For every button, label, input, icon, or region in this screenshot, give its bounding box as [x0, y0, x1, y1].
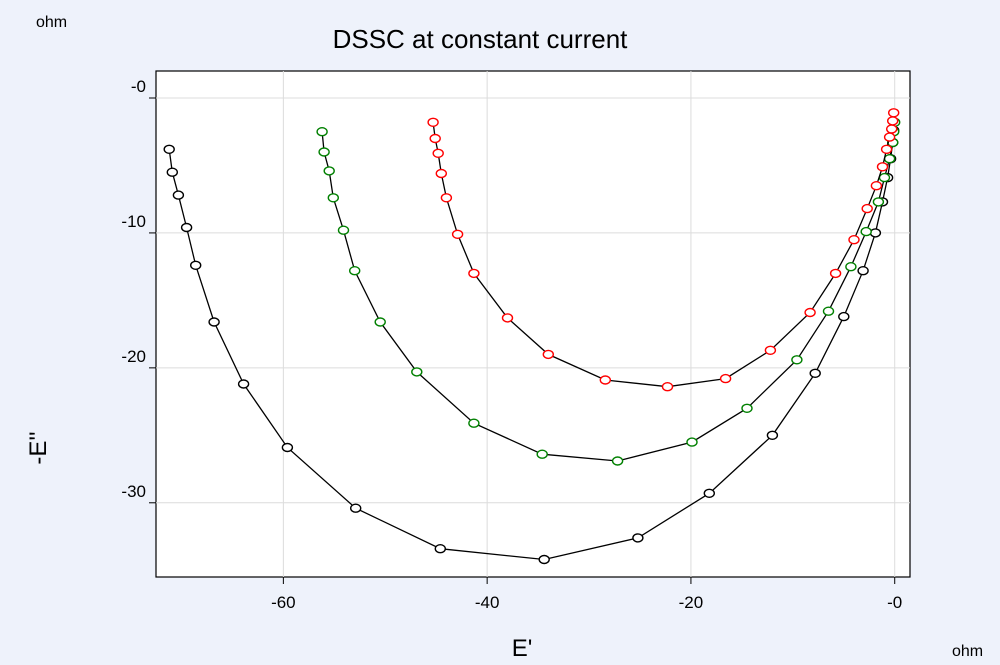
series-2-point-19 — [880, 144, 893, 155]
series-1 — [316, 117, 901, 466]
series-2-point-12 — [764, 345, 777, 355]
x-tick-label-2: -20 — [679, 593, 704, 612]
series-0-point-1 — [166, 167, 179, 177]
series-2-point-20 — [883, 132, 896, 142]
series-2-point-2 — [432, 148, 444, 159]
plot-area — [155, 70, 911, 578]
series-2-point-8 — [542, 349, 554, 360]
x-axis-title: E' — [512, 635, 533, 662]
y-tick-label-0: -0 — [131, 77, 146, 96]
series-2-point-22 — [887, 116, 899, 126]
series-0-point-13 — [766, 430, 779, 440]
axis-ticks: -60 -40 -20 -0 -0 -10 -20 -30 — [121, 77, 902, 612]
series-1-point-5 — [349, 266, 361, 276]
x-tick-label-3: -0 — [887, 593, 902, 612]
series-1-point-13 — [791, 355, 803, 365]
series-1-point-3 — [327, 193, 339, 203]
series-1-point-4 — [337, 225, 350, 235]
chart-title: DSSC at constant current — [333, 24, 629, 54]
series-2-point-1 — [429, 133, 441, 144]
series-2-point-9 — [599, 375, 611, 385]
y-tick-label-3: -30 — [121, 482, 146, 501]
series-1-point-16 — [860, 226, 872, 237]
series-2-point-4 — [440, 193, 453, 203]
series-1-point-18 — [878, 172, 891, 183]
series-2-point-3 — [435, 168, 447, 179]
series-0-point-9 — [434, 544, 446, 554]
series-1-point-7 — [411, 367, 423, 377]
series-1-point-0 — [316, 126, 328, 137]
series-1-point-9 — [536, 449, 548, 459]
x-tick-label-1: -40 — [475, 593, 500, 612]
series-0-point-4 — [189, 260, 202, 270]
series-2-point-13 — [804, 307, 816, 318]
series-0-point-17 — [869, 228, 882, 238]
series-2-point-17 — [870, 180, 883, 191]
series-2-point-14 — [829, 268, 842, 279]
series-0-point-7 — [281, 442, 294, 453]
series-0-point-12 — [703, 488, 715, 498]
series-0-point-6 — [237, 379, 250, 389]
x-tick-label-0: -60 — [271, 593, 296, 612]
series-1-point-12 — [741, 403, 753, 413]
series-1-point-14 — [822, 306, 835, 316]
series-layer — [163, 108, 901, 565]
y-tick-label-2: -20 — [121, 347, 146, 366]
series-0-point-5 — [208, 317, 220, 327]
series-0-point-8 — [350, 503, 362, 513]
series-1-point-17 — [872, 197, 885, 207]
series-0-point-14 — [809, 368, 821, 378]
series-1-point-8 — [468, 418, 480, 428]
x-unit-label: ohm — [952, 643, 983, 660]
y-axis-title: -E'' — [25, 431, 52, 464]
series-2-point-11 — [719, 373, 732, 384]
series-0-point-15 — [838, 311, 850, 322]
y-unit-label: ohm — [36, 14, 67, 31]
series-2-point-23 — [888, 108, 900, 118]
series-2-point-15 — [848, 234, 860, 245]
series-2-point-16 — [861, 203, 873, 214]
series-1-point-6 — [374, 317, 386, 327]
grid-lines — [156, 71, 910, 577]
series-0-point-0 — [163, 144, 175, 155]
series-2-point-6 — [468, 268, 480, 279]
series-2-point-7 — [501, 313, 514, 323]
series-1-point-1 — [318, 147, 330, 157]
series-1-point-10 — [611, 456, 624, 466]
series-2-point-0 — [427, 117, 439, 128]
series-0-point-2 — [172, 190, 185, 200]
series-0-point-3 — [180, 222, 193, 233]
series-2-point-5 — [451, 229, 464, 240]
series-2 — [427, 108, 900, 392]
series-0-point-10 — [538, 554, 550, 565]
y-tick-label-1: -10 — [121, 212, 146, 231]
series-0-point-16 — [857, 266, 869, 276]
series-1-point-2 — [323, 166, 335, 176]
series-0-point-11 — [632, 533, 644, 543]
series-1-point-11 — [686, 437, 698, 447]
series-2-point-10 — [661, 382, 674, 392]
series-2-point-18 — [876, 162, 889, 172]
series-1-point-15 — [845, 262, 857, 272]
series-1-point-19 — [883, 153, 896, 164]
series-2-point-21 — [886, 124, 898, 134]
